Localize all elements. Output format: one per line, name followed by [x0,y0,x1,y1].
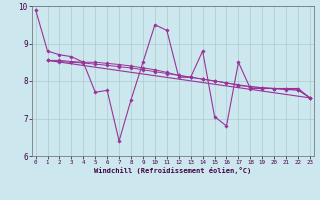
X-axis label: Windchill (Refroidissement éolien,°C): Windchill (Refroidissement éolien,°C) [94,167,252,174]
